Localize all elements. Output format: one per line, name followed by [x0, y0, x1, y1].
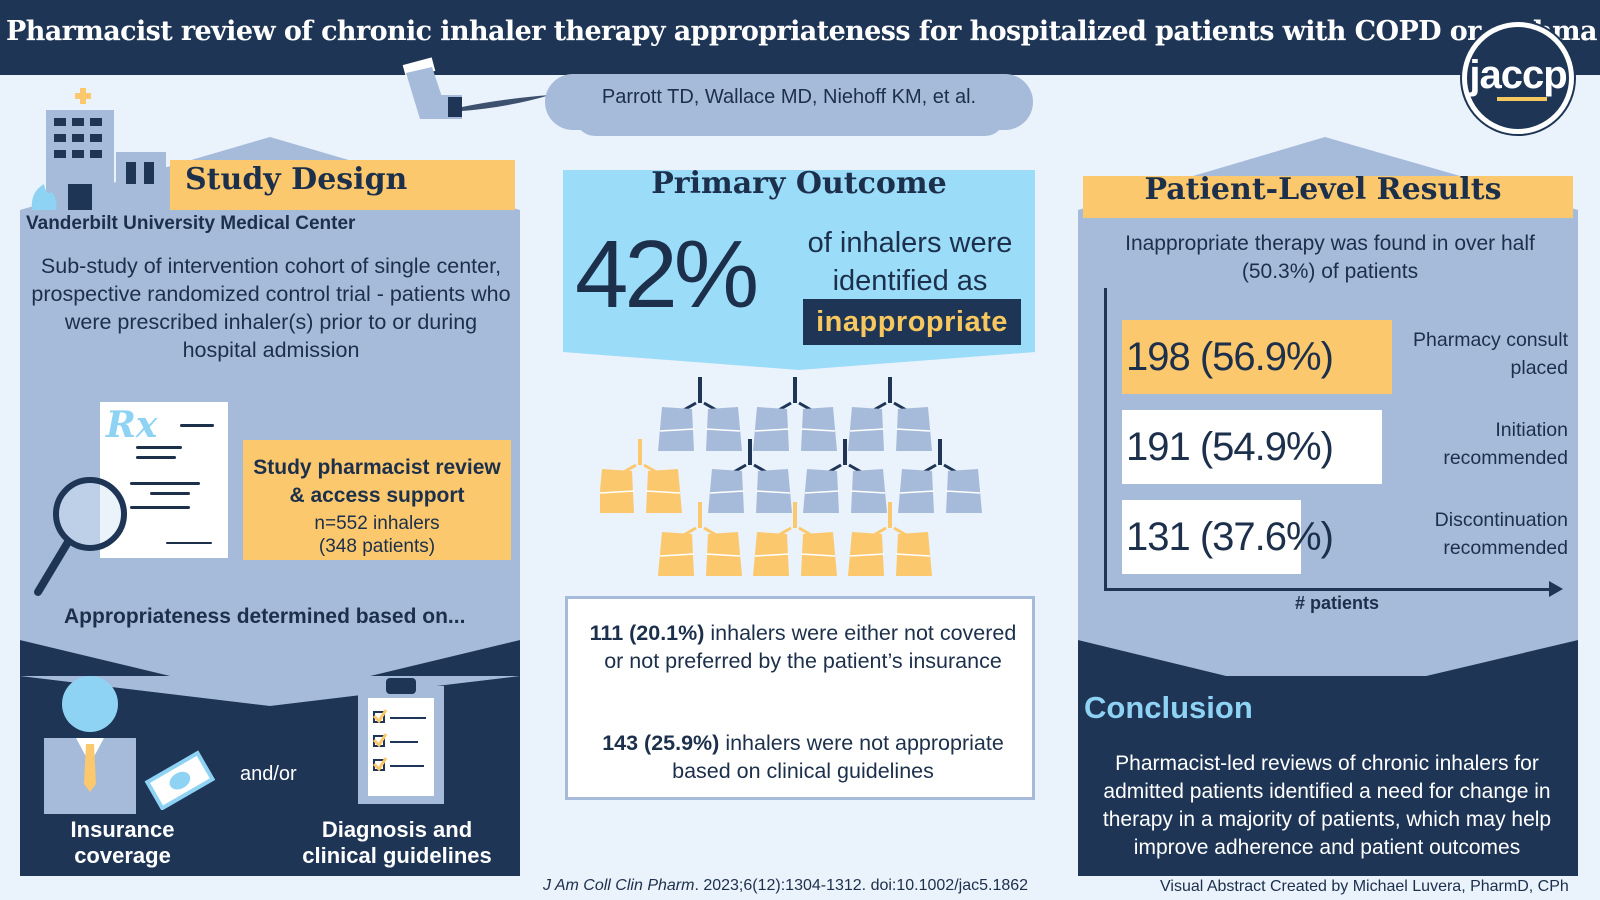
appropriateness-heading: Appropriateness determined based on...	[64, 605, 466, 628]
insurance-coverage-label: Insurance coverage	[40, 817, 205, 869]
citation: J Am Coll Clin Pharm. 2023;6(12):1304-13…	[543, 877, 1028, 895]
pharmacist-review-box: Study pharmacist review & access support…	[243, 440, 511, 560]
insurance-label-line2: coverage	[74, 843, 171, 868]
guideline-stat: 143 (25.9%) inhalers were not appropriat…	[578, 729, 1028, 785]
lung-icon	[658, 502, 742, 576]
hospital-icon	[31, 88, 166, 210]
logo-text: jaccp	[1469, 53, 1567, 97]
conclusion-title: Conclusion	[1084, 690, 1253, 725]
insurance-stat-text: inhalers were either not covered or not …	[604, 621, 1017, 673]
bar-value: 198 (56.9%)	[1126, 335, 1334, 379]
bar-label-line1: Initiation	[1495, 419, 1568, 441]
authors: Parrott TD, Wallace MD, Niehoff KM, et a…	[601, 86, 977, 108]
x-axis-label: # patients	[1295, 593, 1380, 613]
guideline-stat-text: inhalers were not appropriate based on c…	[672, 731, 1004, 783]
x-axis-arrow	[1549, 581, 1563, 597]
and-or-label: and/or	[240, 763, 297, 785]
clipboard-icon	[358, 678, 444, 804]
bar-label-line2: recommended	[1443, 537, 1568, 559]
diagnosis-guidelines-label: Diagnosis and clinical guidelines	[292, 817, 502, 869]
bar-discontinuation: 131 (37.6%)	[1122, 500, 1334, 574]
logo-underline	[1497, 97, 1547, 101]
lung-icon	[898, 439, 982, 513]
person-icon	[44, 676, 136, 814]
x-axis	[1104, 588, 1554, 591]
diagnosis-label-line1: Diagnosis and	[321, 817, 473, 842]
magnifier-icon	[34, 477, 127, 596]
study-description: Sub-study of intervention cohort of sing…	[31, 254, 511, 362]
review-n-patients: (348 patients)	[318, 536, 436, 557]
bar-label-line2: recommended	[1443, 447, 1568, 469]
bar-label-line1: Discontinuation	[1434, 509, 1568, 531]
bar-label-initiation: Initiation recommended	[1368, 416, 1568, 472]
authors-cloud: Parrott TD, Wallace MD, Niehoff KM, et a…	[545, 74, 1033, 136]
insurance-label-line1: Insurance	[70, 817, 175, 842]
conclusion-panel	[1078, 676, 1578, 876]
diagnosis-label-line2: clinical guidelines	[302, 843, 492, 868]
lung-icon	[753, 502, 837, 576]
lung-icon	[708, 439, 792, 513]
bar-value: 131 (37.6%)	[1126, 515, 1334, 559]
guideline-stat-value: 143 (25.9%)	[602, 731, 720, 755]
insurance-stat: 111 (20.1%) inhalers were either not cov…	[578, 619, 1028, 675]
y-axis	[1104, 288, 1107, 590]
percent-caption-line2: identified as	[832, 265, 988, 297]
citation-details: . 2023;6(12):1304-1312. doi:10.1002/jac5…	[694, 877, 1029, 894]
header-banner: Pharmacist review of chronic inhaler the…	[0, 0, 1600, 75]
patient-results-subtitle: Inappropriate therapy was found in over …	[1125, 232, 1535, 283]
bar-label-line2: placed	[1510, 357, 1568, 379]
money-icon	[144, 750, 216, 810]
lung-icon	[803, 439, 887, 513]
credit-line: Visual Abstract Created by Michael Luver…	[1160, 878, 1569, 895]
bar-value: 191 (54.9%)	[1126, 425, 1334, 469]
lung-icon	[658, 377, 742, 451]
primary-outcome-title: Primary Outcome	[651, 166, 947, 201]
review-n-inhalers: n=552 inhalers	[314, 513, 440, 534]
page-title: Pharmacist review of chronic inhaler the…	[6, 16, 1597, 47]
scribble	[136, 446, 182, 449]
insurance-stat-value: 111 (20.1%)	[589, 621, 705, 645]
study-design-title: Study Design	[185, 162, 408, 197]
lung-icon	[848, 502, 932, 576]
lung-icon	[848, 377, 932, 451]
scribble	[130, 482, 200, 485]
lung-icon	[753, 377, 837, 451]
patient-results-title: Patient-Level Results	[1144, 172, 1502, 207]
review-title: Study pharmacist review & access support	[253, 456, 501, 507]
patient-results-tab	[1083, 176, 1573, 218]
bar-label-pharmacy-consult: Pharmacy consult placed	[1368, 326, 1568, 382]
scribble	[180, 424, 214, 427]
bar-pharmacy-consult: 198 (56.9%)	[1122, 320, 1392, 394]
lung-icon	[600, 439, 682, 513]
inappropriate-highlight: inappropriate	[803, 299, 1021, 345]
signature	[166, 542, 212, 544]
inhaler-icon	[402, 57, 550, 119]
bar-label-line1: Pharmacy consult	[1413, 329, 1568, 351]
scribble	[130, 506, 190, 509]
conclusion-text: Pharmacist-led reviews of chronic inhale…	[1102, 752, 1552, 859]
scribble	[136, 456, 176, 459]
study-site: Vanderbilt University Medical Center	[26, 213, 356, 234]
percent-caption-line1: of inhalers were	[807, 227, 1013, 259]
study-design-tab	[170, 160, 515, 210]
jaccp-logo: jaccp	[1462, 22, 1574, 134]
primary-percent: 42%	[575, 221, 759, 328]
citation-journal: J Am Coll Clin Pharm	[543, 877, 695, 894]
scribble	[150, 492, 190, 495]
bar-label-discontinuation: Discontinuation recommended	[1368, 506, 1568, 562]
bar-initiation: 191 (54.9%)	[1122, 410, 1382, 484]
inhaler-stats-box: 111 (20.1%) inhalers were either not cov…	[565, 596, 1035, 800]
lungs-icon	[600, 377, 982, 576]
rx-symbol: Rx	[106, 404, 158, 446]
